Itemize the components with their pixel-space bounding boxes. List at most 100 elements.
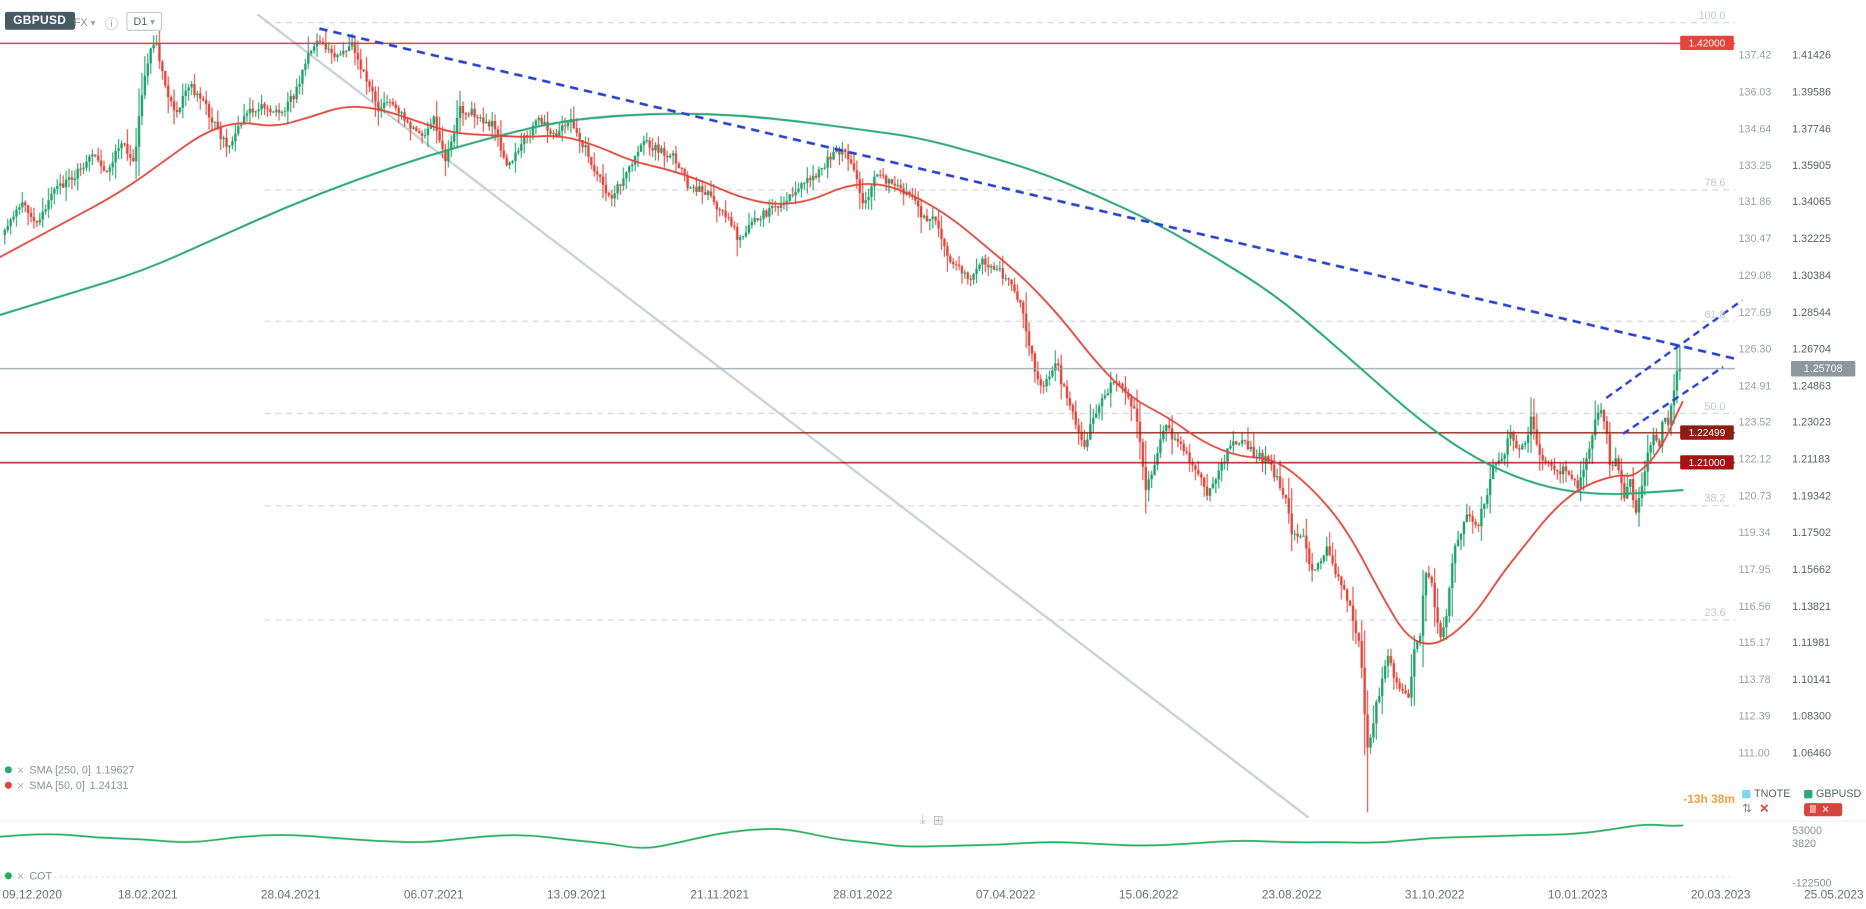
close-icon[interactable]: ✕ [1821, 804, 1830, 816]
sma-50-color-dot [4, 781, 12, 789]
cot-axis-label: -122500 [1792, 877, 1832, 889]
timeframe-dropdown[interactable]: D1 ▾ [126, 11, 163, 31]
tnote-axis-label: 116.56 [1738, 600, 1771, 613]
gbpusd-axis-label: 1.06460 [1792, 747, 1831, 760]
current-price-badge: 1.25708 [1790, 360, 1856, 377]
fib-level-label: 38.2 [1704, 492, 1726, 505]
time-axis-label: 25.05.2023 [1804, 888, 1864, 903]
jump-to-present-icon[interactable]: ⤓ [919, 812, 926, 827]
fib-level-label: 78.6 [1704, 176, 1726, 189]
time-axis-label: 09.12.2020 [2, 888, 63, 903]
price-level-badge[interactable]: 1.22499 [1680, 425, 1734, 440]
gbpusd-axis-label: 1.24863 [1792, 379, 1831, 392]
price-level-badge[interactable]: 1.42000 [1680, 36, 1734, 51]
remove-indicator-icon[interactable]: ✕ [16, 764, 25, 776]
chart-bottom-controls: ⤓ ⊞ [920, 813, 944, 828]
tnote-axis-label: 119.34 [1738, 526, 1771, 539]
gbpusd-axis-label: 1.13821 [1792, 600, 1831, 613]
reorder-axis-icon[interactable]: ⇅ [1742, 803, 1753, 817]
sma-250-legend-value: 1.19627 [95, 763, 135, 776]
candle-countdown: -13h 38m [1683, 793, 1735, 807]
gbpusd-chip[interactable]: GBPUSD ≣ ✕ [1804, 788, 1861, 817]
time-axis-label: 28.04.2021 [260, 888, 321, 903]
remove-indicator-icon[interactable]: ✕ [16, 870, 25, 882]
sma-250-legend: ✕ SMA [250, 0] 1.19627 [4, 763, 135, 776]
time-axis-label: 23.08.2022 [1261, 888, 1322, 903]
sma-250-legend-label: SMA [250, 0] [29, 763, 91, 776]
gbpusd-axis-label: 1.28544 [1792, 306, 1831, 319]
cot-axis-label: 3820 [1792, 837, 1817, 850]
tnote-axis-label: 120.73 [1738, 489, 1772, 502]
gbpusd-chip-label: GBPUSD [1815, 787, 1862, 800]
fib-level-label: 50.0 [1704, 400, 1726, 413]
cot-legend: ✕ COT [4, 869, 53, 882]
instrument-info-icon[interactable]: ⓘ [104, 17, 118, 33]
tnote-axis-label: 136.03 [1738, 85, 1772, 98]
tnote-axis-label: 130.47 [1738, 232, 1772, 245]
tnote-axis-label: 126.30 [1738, 342, 1772, 355]
cot-color-dot [4, 872, 12, 880]
chevron-down-icon: ▾ [150, 16, 155, 28]
gbpusd-axis-label: 1.19342 [1792, 489, 1831, 502]
gbpusd-axis-label: 1.26704 [1792, 342, 1831, 355]
gbpusd-swatch-icon [1804, 789, 1813, 798]
tnote-axis-label: 133.25 [1738, 159, 1772, 172]
gbpusd-axis-label: 1.23023 [1792, 416, 1831, 429]
expand-chart-icon[interactable]: ⊞ [932, 813, 944, 829]
gbpusd-axis-label: 1.11981 [1792, 636, 1831, 649]
time-axis-label: 06.07.2021 [403, 888, 464, 903]
tnote-axis-label: 117.95 [1738, 563, 1771, 576]
close-icon[interactable]: ✕ [1759, 803, 1770, 817]
time-axis-label: 31.10.2022 [1404, 888, 1465, 903]
tnote-axis-label: 129.08 [1738, 269, 1772, 282]
time-axis-label: 15.06.2022 [1118, 888, 1179, 903]
time-axis-label: 13.09.2021 [546, 888, 607, 903]
time-axis-label: 10.01.2023 [1547, 888, 1608, 903]
cot-axis-label: 53000 [1792, 824, 1822, 837]
gbpusd-axis-label: 1.35905 [1792, 159, 1831, 172]
gbpusd-axis-label: 1.15662 [1792, 563, 1831, 576]
gbpusd-axis-label: 1.10141 [1792, 673, 1831, 686]
tnote-axis-label: 131.86 [1738, 195, 1772, 208]
gbpusd-chip-badge[interactable]: ≣ ✕ [1804, 803, 1843, 817]
remove-indicator-icon[interactable]: ✕ [16, 779, 25, 791]
tnote-chip[interactable]: TNOTE ⇅ ✕ [1742, 788, 1790, 817]
tnote-axis-label: 115.17 [1738, 636, 1771, 649]
bars-icon: ≣ [1808, 804, 1817, 816]
gbpusd-axis-label: 1.30384 [1792, 269, 1831, 282]
chevron-down-icon: ▾ [90, 17, 96, 29]
tnote-axis-label: 127.69 [1738, 306, 1772, 319]
gbpusd-axis-label: 1.21183 [1792, 453, 1831, 466]
time-axis-label: 20.03.2023 [1690, 888, 1751, 903]
sma-50-legend-label: SMA [50, 0] [29, 779, 85, 792]
gbpusd-axis-label: 1.39586 [1792, 85, 1831, 98]
gbpusd-axis-label: 1.08300 [1792, 710, 1831, 723]
sma-50-legend-value: 1.24131 [89, 779, 129, 792]
tnote-axis-label: 112.39 [1738, 710, 1771, 723]
gbpusd-axis-label: 1.34065 [1792, 195, 1831, 208]
gbpusd-axis-label: 1.37746 [1792, 122, 1831, 135]
tnote-axis-label: 124.91 [1738, 379, 1772, 392]
tnote-axis-label: 123.52 [1738, 416, 1772, 429]
tnote-axis-label: 137.42 [1738, 48, 1772, 61]
price-level-badge[interactable]: 1.21000 [1680, 455, 1734, 470]
time-axis-label: 21.11.2021 [690, 888, 750, 903]
gbpusd-axis-label: 1.32225 [1792, 232, 1831, 245]
market-category-label: FX [73, 16, 88, 29]
fib-level-label: 23.6 [1704, 606, 1726, 619]
sma-250-color-dot [4, 766, 12, 774]
gbpusd-axis-label: 1.17502 [1792, 526, 1831, 539]
tnote-axis-label: 122.12 [1738, 453, 1772, 466]
symbol-badge[interactable]: GBPUSD [4, 11, 75, 30]
tnote-axis-label: 113.78 [1738, 673, 1771, 686]
sma-50-legend: ✕ SMA [50, 0] 1.24131 [4, 779, 129, 792]
fib-level-label: 61.8 [1704, 308, 1726, 321]
fib-level-label: 100.0 [1698, 9, 1726, 22]
time-axis-label: 28.01.2022 [832, 888, 893, 903]
tnote-axis-label: 111.00 [1738, 747, 1770, 760]
market-category-dropdown[interactable]: FX ▾ [74, 17, 96, 29]
gbpusd-axis-label: 1.41426 [1792, 48, 1831, 61]
cot-legend-label: COT [29, 869, 53, 882]
